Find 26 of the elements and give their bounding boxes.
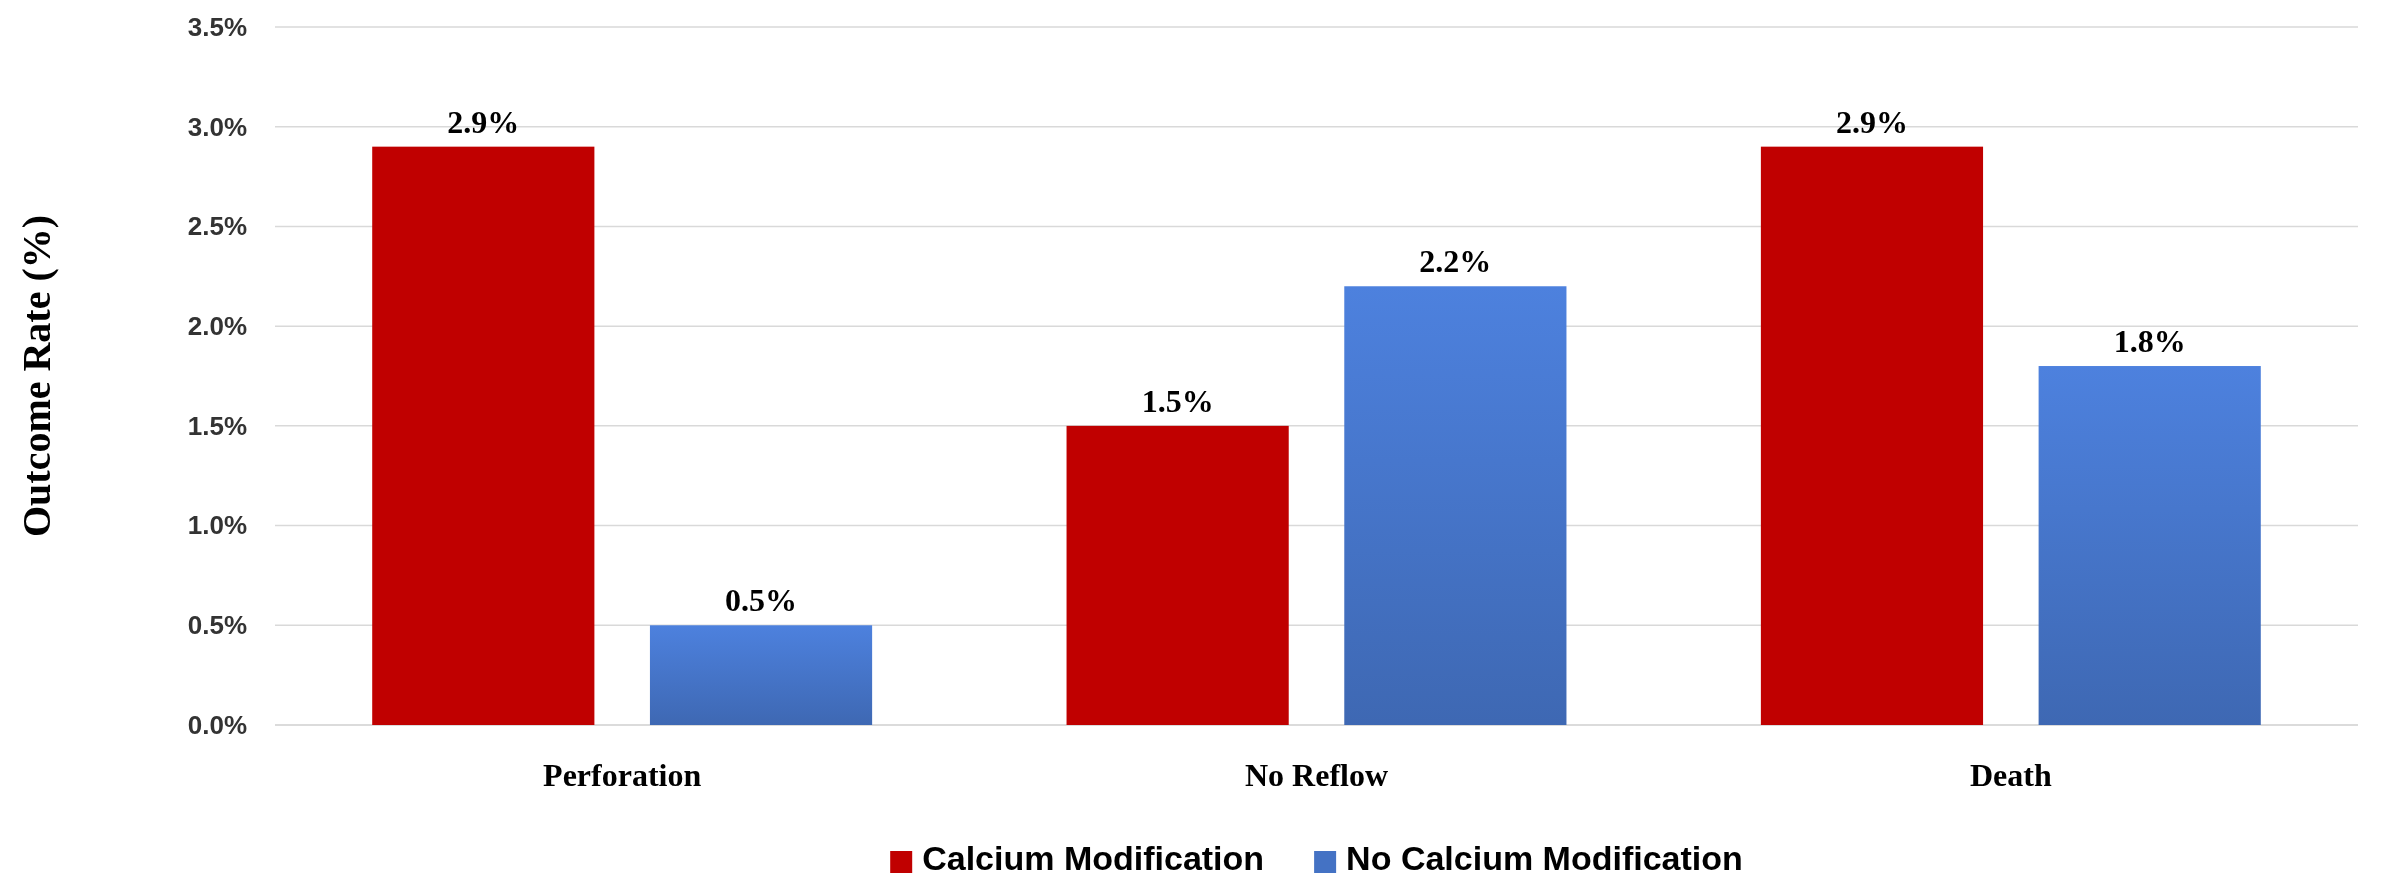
legend-label: Calcium Modification	[922, 839, 1265, 877]
data-label: 2.9%	[1835, 103, 1908, 140]
y-axis-title: Outcome Rate (%)	[14, 214, 59, 538]
data-label: 1.8%	[2113, 323, 2186, 360]
y-tick-label: 3.5%	[187, 11, 247, 42]
legend-label: No Calcium Modification	[1346, 839, 1743, 877]
data-label: 2.9%	[447, 103, 520, 140]
y-tick-label: 2.0%	[187, 310, 247, 341]
bar	[372, 146, 595, 725]
y-tick-label: 0.5%	[187, 610, 247, 641]
bar	[2038, 366, 2261, 725]
y-tick-label: 1.5%	[187, 410, 247, 441]
y-tick-label: 3.0%	[187, 111, 247, 142]
data-label: 2.2%	[1419, 243, 1492, 280]
x-tick-label: No Reflow	[1244, 756, 1389, 793]
bar	[1760, 146, 1984, 725]
bar	[649, 625, 873, 725]
x-tick-label: Perforation	[543, 756, 702, 793]
y-tick-label: 2.5%	[187, 211, 247, 242]
data-label: 1.5%	[1141, 382, 1214, 419]
y-tick-label: 0.0%	[187, 709, 247, 740]
bar	[1066, 425, 1289, 725]
data-label: 0.5%	[725, 582, 798, 619]
x-tick-label: Death	[1969, 756, 2052, 793]
y-tick-label: 1.0%	[187, 510, 247, 541]
bar	[1344, 286, 1567, 725]
